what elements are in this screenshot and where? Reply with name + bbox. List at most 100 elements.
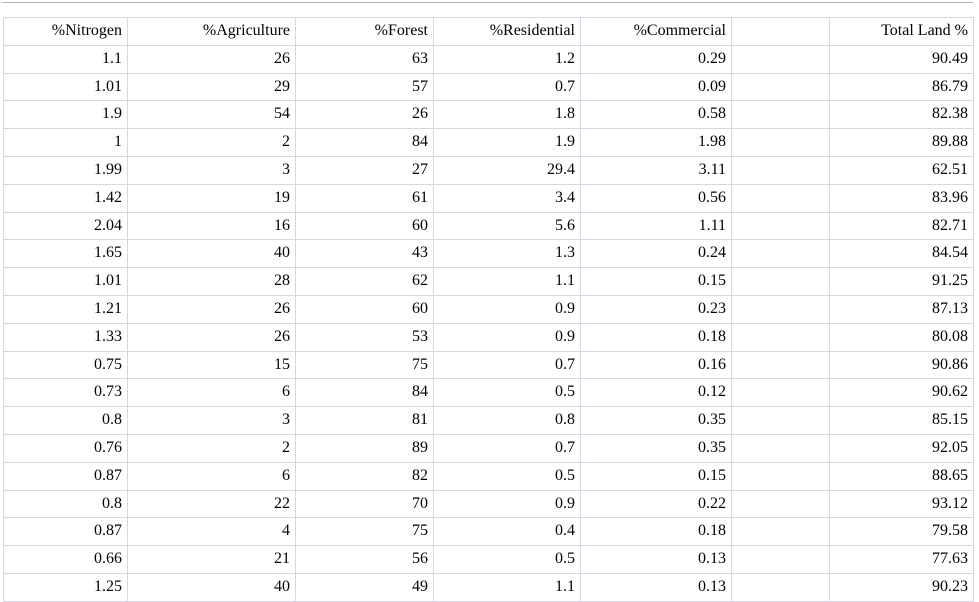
table-row: 0.76 2 89 0.7 0.35 92.05: [3, 433, 974, 463]
table-cell: 1.25: [3, 572, 128, 602]
table-row: 0.8 3 81 0.8 0.35 85.15: [3, 406, 974, 435]
table-cell: 83.96: [829, 183, 974, 213]
table-cell: 16: [127, 211, 296, 241]
table-cell: 0.15: [580, 461, 732, 491]
table-cell: 0.76: [3, 433, 128, 463]
table-cell: 0.9: [433, 489, 581, 519]
table-cell: 90.23: [829, 572, 974, 602]
table-cell: 0.75: [3, 350, 128, 380]
table-cell: 77.63: [829, 545, 974, 574]
table-cell: 53: [295, 322, 434, 352]
table-cell: 0.16: [580, 350, 732, 380]
table-row: 1.9 54 26 1.8 0.58 82.38: [3, 100, 974, 130]
table-cell: 0.24: [580, 239, 732, 269]
table-cell: 61: [295, 183, 434, 213]
table-cell: 26: [127, 294, 296, 324]
table-cell: 70: [295, 489, 434, 519]
table-cell: 0.58: [580, 100, 732, 130]
table-row: 1.99 3 27 29.4 3.11 62.51: [3, 155, 974, 185]
table-cell: 1.8: [433, 100, 581, 130]
table-cell: 0.4: [433, 517, 581, 547]
table-body: 1.1 26 63 1.2 0.29 90.49 1.01 29 57 0.7 0.09 86.79 1…: [3, 44, 974, 602]
table-cell: 6: [127, 378, 296, 408]
table-cell: [731, 406, 830, 435]
table-cell: 1.98: [580, 128, 732, 157]
table-cell: 85.15: [829, 406, 974, 435]
table-cell: 60: [295, 211, 434, 241]
table-cell: 0.66: [3, 545, 128, 574]
table-cell: [731, 433, 830, 463]
table-cell: 62.51: [829, 155, 974, 185]
table-cell: 84.54: [829, 239, 974, 269]
table-cell: 1.99: [3, 155, 128, 185]
column-header: %Commercial: [580, 17, 732, 46]
table-cell: 0.8: [3, 489, 128, 519]
table-cell: 2: [127, 128, 296, 157]
table-cell: [731, 155, 830, 185]
table-cell: [731, 128, 830, 157]
table-cell: 79.58: [829, 517, 974, 547]
table-cell: 3.4: [433, 183, 581, 213]
table-cell: 0.8: [3, 406, 128, 435]
table-cell: 0.8: [433, 406, 581, 435]
table-cell: 26: [127, 44, 296, 74]
table-row: 1.33 26 53 0.9 0.18 80.08: [3, 322, 974, 352]
table-cell: 0.18: [580, 322, 732, 352]
table-cell: 0.7: [433, 433, 581, 463]
table-row: 0.8 22 70 0.9 0.22 93.12: [3, 489, 974, 519]
table-cell: 5.6: [433, 211, 581, 241]
column-header: [731, 17, 830, 46]
table-cell: 40: [127, 572, 296, 602]
table-cell: 92.05: [829, 433, 974, 463]
table-row: 1.21 26 60 0.9 0.23 87.13: [3, 294, 974, 324]
table-cell: 75: [295, 517, 434, 547]
table-cell: 1: [3, 128, 128, 157]
table-cell: 0.12: [580, 378, 732, 408]
table-cell: [731, 239, 830, 269]
table-cell: 63: [295, 44, 434, 74]
table-cell: 3.11: [580, 155, 732, 185]
table-cell: 1.65: [3, 239, 128, 269]
table-cell: [731, 44, 830, 74]
data-table: %Nitrogen %Agriculture %Forest %Residential…: [3, 17, 974, 602]
table-row: 0.87 4 75 0.4 0.18 79.58: [3, 517, 974, 547]
table-cell: 62: [295, 267, 434, 296]
table-row: 1.65 40 43 1.3 0.24 84.54: [3, 239, 974, 269]
table-cell: 0.9: [433, 322, 581, 352]
table-row: 0.66 21 56 0.5 0.13 77.63: [3, 545, 974, 574]
table-cell: 0.5: [433, 461, 581, 491]
table-cell: [731, 378, 830, 408]
table-cell: 87.13: [829, 294, 974, 324]
column-header: %Residential: [433, 17, 581, 46]
table-cell: 0.18: [580, 517, 732, 547]
table-cell: 1.11: [580, 211, 732, 241]
table-row: 1.01 28 62 1.1 0.15 91.25: [3, 267, 974, 296]
table-cell: 0.9: [433, 294, 581, 324]
table-cell: [731, 517, 830, 547]
table-cell: 22: [127, 489, 296, 519]
table-cell: 89.88: [829, 128, 974, 157]
table-cell: [731, 545, 830, 574]
table-cell: [731, 489, 830, 519]
table-cell: 89: [295, 433, 434, 463]
table-cell: [731, 294, 830, 324]
table-cell: 3: [127, 155, 296, 185]
table-cell: 54: [127, 100, 296, 130]
table-cell: 1.9: [3, 100, 128, 130]
column-header: Total Land %: [829, 17, 974, 46]
table-row: 0.87 6 82 0.5 0.15 88.65: [3, 461, 974, 491]
table-cell: 0.35: [580, 406, 732, 435]
table-cell: 40: [127, 239, 296, 269]
table-cell: 60: [295, 294, 434, 324]
table-cell: 1.3: [433, 239, 581, 269]
table-cell: 1.9: [433, 128, 581, 157]
table-cell: 2: [127, 433, 296, 463]
table-cell: 0.5: [433, 545, 581, 574]
table-cell: 27: [295, 155, 434, 185]
table-row: 1.01 29 57 0.7 0.09 86.79: [3, 72, 974, 102]
table-cell: [731, 572, 830, 602]
table-cell: 19: [127, 183, 296, 213]
table-cell: 91.25: [829, 267, 974, 296]
table-cell: 84: [295, 378, 434, 408]
table-cell: 6: [127, 461, 296, 491]
